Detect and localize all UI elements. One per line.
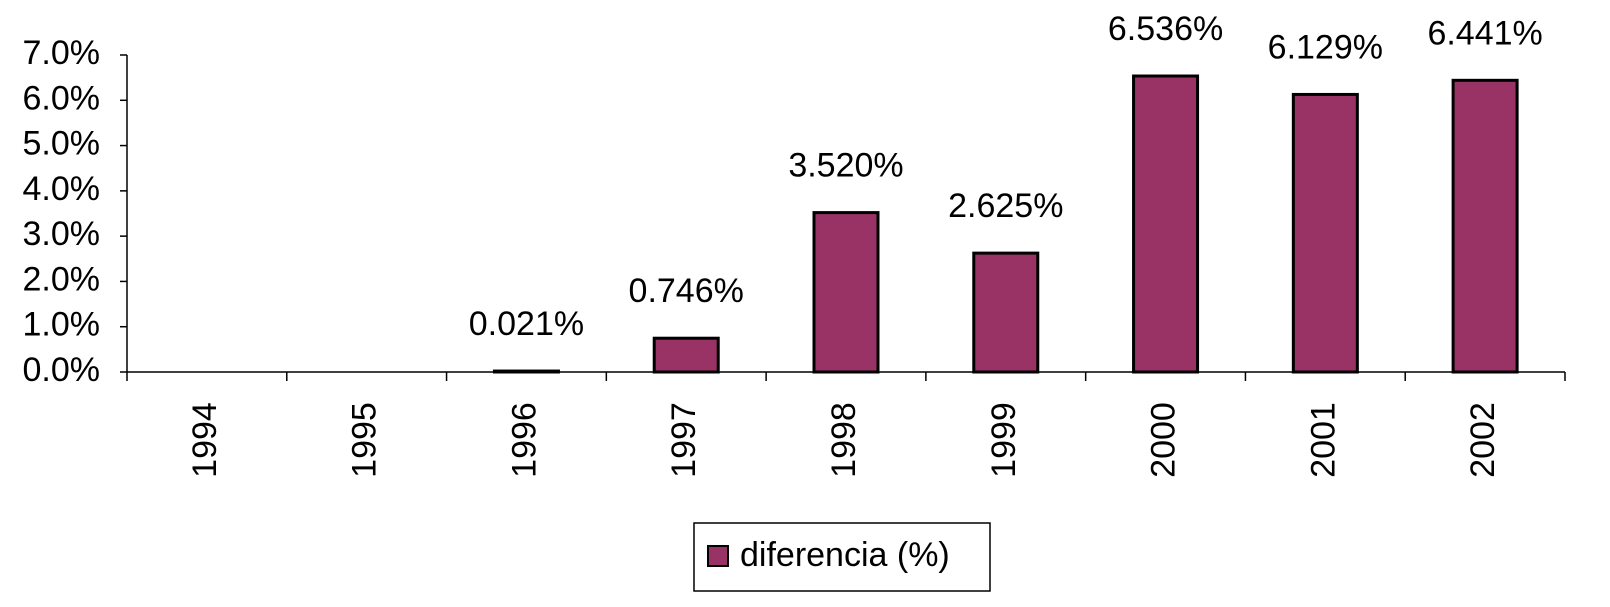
bar xyxy=(1291,92,1359,374)
x-tick-label: 2000 xyxy=(1145,402,1183,478)
x-tick-label: 1994 xyxy=(186,402,224,478)
y-tick-label: 4.0% xyxy=(23,170,101,208)
y-tick-label: 0.0% xyxy=(23,351,101,389)
x-tick-label: 1999 xyxy=(985,402,1023,478)
data-label: 0.746% xyxy=(629,272,744,310)
bar xyxy=(812,211,880,374)
bar xyxy=(652,336,720,374)
bar xyxy=(1132,74,1200,374)
x-tick-label: 2002 xyxy=(1464,402,1502,478)
y-tick-label: 3.0% xyxy=(23,215,101,253)
y-tick-label: 1.0% xyxy=(23,306,101,344)
legend-label: diferencia (%) xyxy=(740,536,950,574)
legend xyxy=(693,522,991,592)
x-tick-label: 1996 xyxy=(505,402,543,478)
data-label: 3.520% xyxy=(788,147,903,185)
bar xyxy=(972,251,1040,374)
data-label: 2.625% xyxy=(948,187,1063,225)
bar xyxy=(1451,78,1519,374)
data-label: 0.021% xyxy=(469,305,584,343)
y-tick-label: 6.0% xyxy=(23,79,101,117)
y-tick-label: 5.0% xyxy=(23,125,101,163)
x-tick-label: 1995 xyxy=(346,402,384,478)
bar xyxy=(492,369,560,374)
data-label: 6.536% xyxy=(1108,10,1223,48)
x-tick-label: 1998 xyxy=(825,402,863,478)
x-tick-label: 1997 xyxy=(665,402,703,478)
y-tick-label: 7.0% xyxy=(23,34,101,72)
x-tick-label: 2001 xyxy=(1304,402,1342,478)
data-label: 6.441% xyxy=(1427,14,1542,52)
y-tick-label: 2.0% xyxy=(23,260,101,298)
legend-swatch xyxy=(707,545,729,567)
data-label: 6.129% xyxy=(1268,28,1383,66)
